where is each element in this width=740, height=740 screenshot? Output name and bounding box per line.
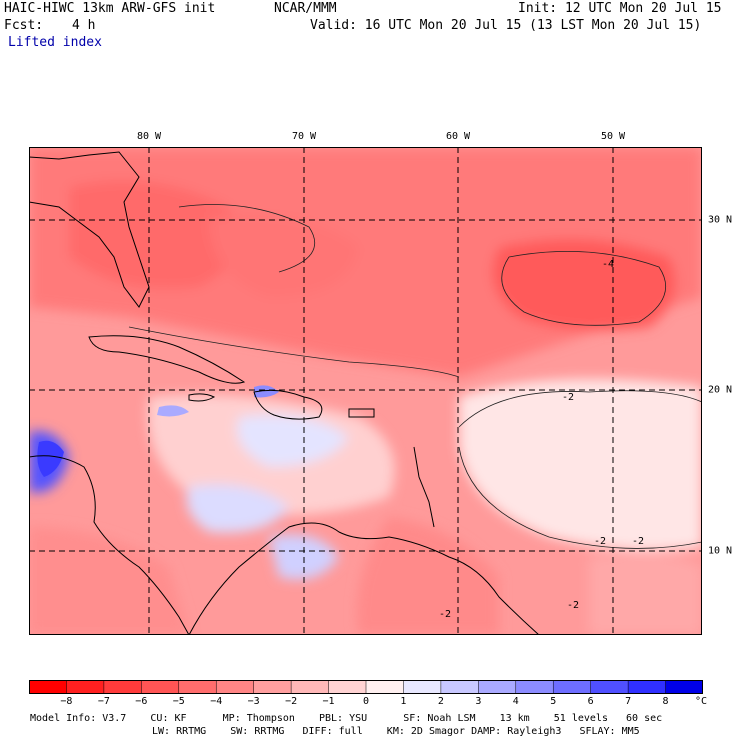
map-border	[29, 147, 702, 635]
field-region-central-pale	[459, 379, 702, 551]
colorbar-cell	[515, 680, 554, 694]
coastline-central-america	[29, 455, 190, 635]
fcst-label: Fcst:	[4, 18, 44, 33]
field-name: Lifted index	[8, 35, 102, 50]
coastline-hispaniola	[253, 389, 323, 420]
colorbar-tick-label: −6	[135, 696, 148, 707]
contour-label: -4	[602, 259, 614, 270]
colorbar-tick-label: 1	[400, 696, 407, 707]
colorbar-cell	[178, 680, 217, 694]
colorbar-cell	[478, 680, 517, 694]
lat-label: 10 N	[708, 545, 733, 557]
contour-line	[501, 250, 667, 326]
contour-line	[128, 326, 460, 378]
init-time: Init: 12 UTC Mon 20 Jul 15	[518, 1, 722, 16]
colorbar-cell	[328, 680, 367, 694]
colorbar-cell	[552, 680, 592, 694]
footer-physics-info: LW: RRTMG SW: RRTMG DIFF: full KM: 2D Sm…	[152, 726, 640, 737]
coastline-cuba	[88, 335, 246, 384]
contour-label: -2	[594, 536, 606, 547]
colorbar-tick-label: −8	[60, 696, 73, 707]
contour-label: -2	[632, 536, 644, 547]
contour-lines	[128, 204, 702, 549]
colorbar-tick-label: 8	[662, 696, 669, 707]
contour-line	[458, 446, 702, 549]
coastline-lesser-antilles	[413, 446, 435, 528]
field-region-blue-patch-1	[37, 440, 64, 477]
contour-label: -2	[567, 600, 579, 611]
colorbar-tick-label: −4	[210, 696, 223, 707]
field-region-nw	[69, 180, 239, 289]
colorbar-tick-label: 7	[625, 696, 632, 707]
colorbar-cell	[627, 680, 667, 694]
colorbar-tick-label: 0	[362, 696, 370, 707]
field-region-blue-patch-3	[157, 405, 189, 417]
coastlines	[29, 151, 540, 635]
colorbar-cell	[403, 680, 442, 694]
lon-label: 70 W	[291, 131, 317, 142]
coastline-south-america	[188, 522, 540, 635]
coastline-southeast-us	[29, 151, 150, 308]
coastline-puerto-rico	[348, 408, 375, 418]
lon-label: 60 W	[445, 131, 471, 142]
colorbar-tick-label: −5	[172, 696, 185, 707]
colorbar-cell	[66, 680, 105, 694]
colorbar-tick-label: −1	[322, 696, 335, 707]
contour-line	[458, 390, 702, 428]
colorbar-border	[29, 680, 703, 694]
colorbar-tick-label: 2	[437, 696, 444, 707]
colorbar-cell	[253, 680, 292, 694]
model-title: HAIC-HIWC 13km ARW-GFS init	[4, 1, 216, 16]
field-shading	[29, 147, 702, 635]
colorbar-cell	[290, 680, 330, 694]
colorbar-cell	[29, 680, 68, 694]
field-region-blue-patch-2	[254, 385, 279, 398]
lat-label: 30 N	[708, 214, 733, 226]
field-region-blue-1	[237, 414, 349, 467]
colorbar-cell	[440, 680, 480, 694]
footer-model-info: Model Info: V3.7 CU: KF MP: Thompson PBL…	[30, 713, 663, 724]
field-region-mid	[209, 215, 359, 297]
contour-label: -2	[562, 392, 574, 403]
lifted-index-map: -4 -2 -2 -2 -2 -2	[29, 147, 702, 635]
colorbar-tick-label: −2	[285, 696, 298, 707]
colorbar-tick-label: 3	[475, 696, 482, 707]
valid-time: Valid: 16 UTC Mon 20 Jul 15 (13 LST Mon …	[310, 18, 702, 33]
contour-label: -2	[439, 609, 451, 620]
lon-label: 50 W	[600, 131, 626, 142]
colorbar-cell	[141, 680, 180, 694]
colorbar-cell	[365, 680, 405, 694]
colorbar-tick-label: −3	[247, 696, 260, 707]
colorbar-cell	[665, 680, 703, 694]
colorbar-unit: °C	[695, 696, 708, 707]
center-label: NCAR/MMM	[274, 1, 337, 16]
coastline-jamaica	[188, 393, 216, 402]
colorbar-tick-label: 5	[550, 696, 557, 707]
lat-label: 20 N	[708, 384, 733, 396]
field-region-south	[357, 517, 499, 635]
colorbar-cell	[590, 680, 629, 694]
colorbar-cell	[215, 680, 255, 694]
colorbar-cell	[103, 680, 143, 694]
lon-label: 80 W	[136, 131, 162, 142]
field-region-east-core	[492, 239, 676, 331]
colorbar	[29, 680, 703, 694]
contour-line	[178, 204, 315, 273]
colorbar-tick-label: −7	[97, 696, 110, 707]
colorbar-tick-label: 4	[512, 696, 519, 707]
field-region-southeast	[589, 553, 702, 635]
field-region-blue-2	[186, 484, 289, 533]
grid-lines	[29, 147, 702, 635]
fcst-value: 4 h	[72, 18, 96, 33]
colorbar-tick-label: 6	[587, 696, 594, 707]
